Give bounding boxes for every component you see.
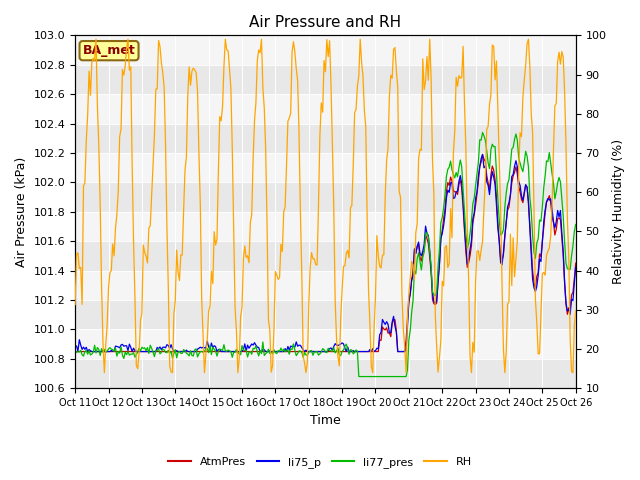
Y-axis label: Relativity Humidity (%): Relativity Humidity (%) [612,139,625,284]
Bar [75,65,576,94]
Bar [75,329,576,359]
Bar [75,123,576,153]
Bar [75,359,576,388]
X-axis label: Time: Time [310,414,341,427]
Bar [75,36,576,65]
Legend: AtmPres, li75_p, li77_pres, RH: AtmPres, li75_p, li77_pres, RH [164,452,476,472]
Bar [75,153,576,182]
Text: BA_met: BA_met [83,44,136,57]
Bar [75,182,576,212]
Bar [75,300,576,329]
Bar [75,94,576,123]
Y-axis label: Air Pressure (kPa): Air Pressure (kPa) [15,156,28,267]
Bar [75,271,576,300]
Title: Air Pressure and RH: Air Pressure and RH [250,15,401,30]
Bar [75,241,576,271]
Bar [75,212,576,241]
